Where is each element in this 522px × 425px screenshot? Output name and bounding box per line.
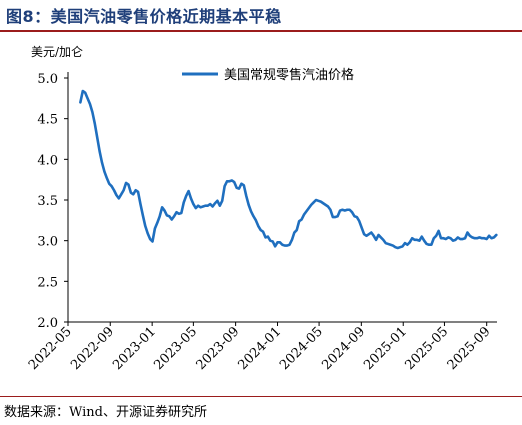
series-line xyxy=(79,89,498,250)
y-tick-label: 5.0 xyxy=(37,72,58,87)
x-tick-label: 2023-09 xyxy=(194,324,243,373)
y-tick-label: 3.0 xyxy=(37,235,58,250)
series-layer xyxy=(79,89,498,250)
x-tick-label: 2024-01 xyxy=(236,324,285,373)
y-tick-label: 4.0 xyxy=(37,153,58,168)
figure-title: 图8：美国汽油零售价格近期基本平稳 xyxy=(6,7,282,26)
y-tick-label: 3.5 xyxy=(37,194,58,209)
x-tick-label: 2025-01 xyxy=(361,324,410,373)
y-tick-label: 4.5 xyxy=(37,113,58,128)
y-tick-label: 2.0 xyxy=(37,316,58,331)
x-tick-label: 2025-09 xyxy=(445,324,494,373)
legend-label: 美国常规零售汽油价格 xyxy=(224,67,354,83)
x-tick-label: 2022-09 xyxy=(68,324,117,373)
x-tick-label: 2022-05 xyxy=(26,324,75,373)
chart-axes xyxy=(67,72,497,323)
x-tick-labels: 2022-052022-092023-012023-052023-092024-… xyxy=(26,322,494,373)
x-tick-label: 2024-05 xyxy=(277,324,326,373)
legend: 美国常规零售汽油价格 xyxy=(182,67,354,83)
y-tick-labels: 5.0 4.5 4.0 3.5 3.0 2.5 2.0 xyxy=(37,72,68,331)
x-tick-label: 2025-05 xyxy=(402,324,451,373)
y-axis-label: 美元/加仑 xyxy=(31,45,83,59)
title-rule xyxy=(0,30,522,32)
line-chart: 美元/加仑 5.0 4.5 4.0 3.5 3.0 2.5 2.0 2022-052022-… xyxy=(26,45,498,373)
source-note: 数据来源：Wind、开源证券研究所 xyxy=(4,405,207,420)
x-tick-label: 2023-05 xyxy=(151,324,200,373)
source-rule xyxy=(0,396,522,397)
y-tick-label: 2.5 xyxy=(37,275,58,290)
x-tick-label: 2024-09 xyxy=(319,324,368,373)
x-tick-label: 2023-01 xyxy=(110,324,159,373)
